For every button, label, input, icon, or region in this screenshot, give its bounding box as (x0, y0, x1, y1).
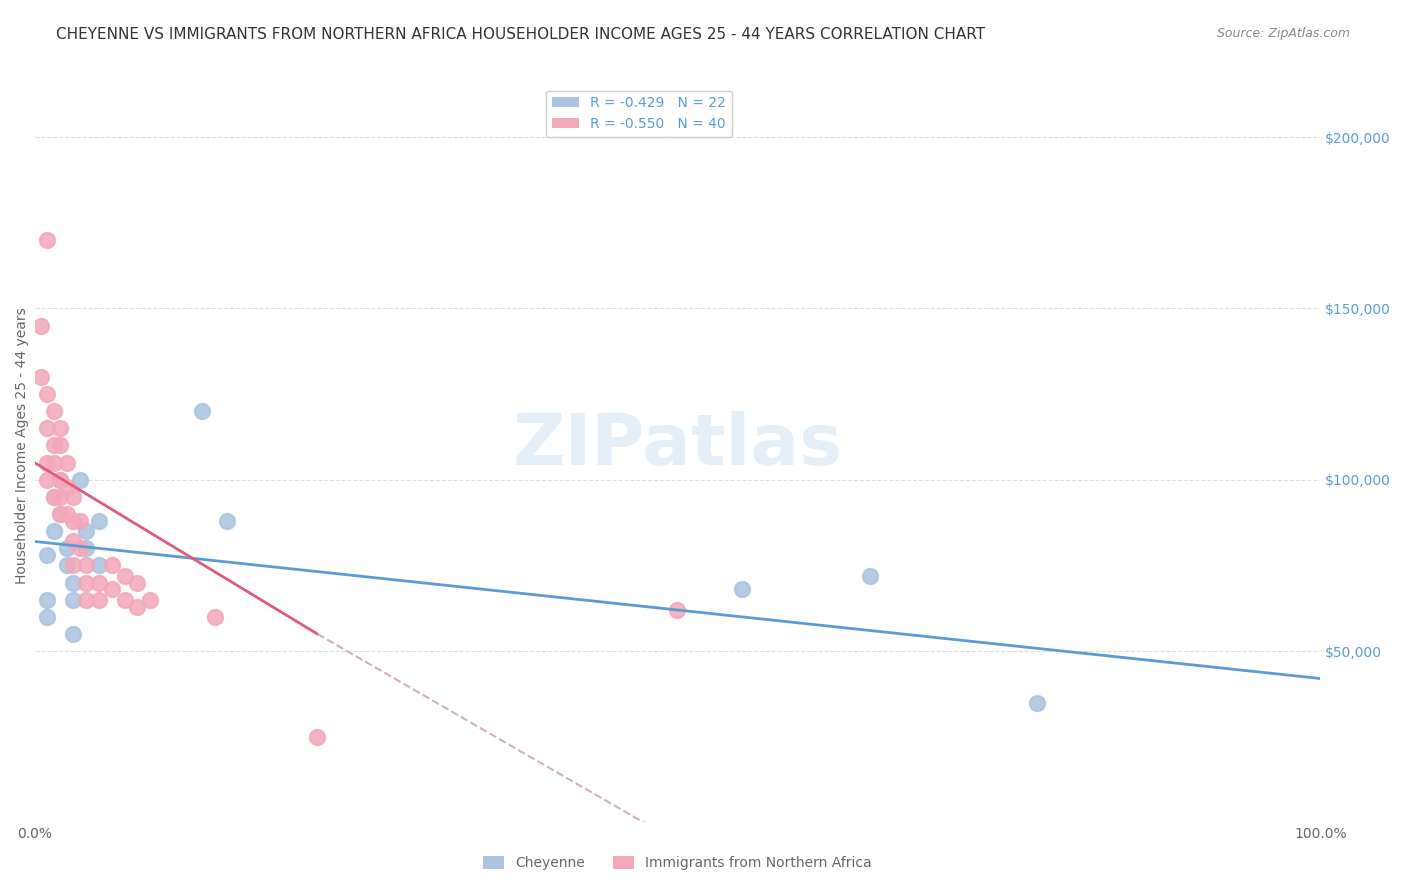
Point (55, 456, 77, 470)
Point (49, 490, 72, 504)
Point (69, 541, 91, 556)
Point (75, 558, 97, 573)
Point (139, 592, 162, 607)
Point (49, 473, 72, 487)
Point (127, 575, 149, 590)
Point (62, 514, 84, 528)
Point (55, 507, 77, 521)
Text: Source: ZipAtlas.com: Source: ZipAtlas.com (1216, 27, 1350, 40)
Point (75, 541, 97, 556)
Point (100, 582, 122, 597)
Point (1026, 696, 1049, 710)
Point (42, 438, 65, 452)
Point (100, 558, 122, 573)
Point (37, 456, 59, 470)
Point (75, 575, 97, 590)
Point (190, 404, 212, 418)
Point (69, 514, 91, 528)
Text: ZIPatlas: ZIPatlas (512, 411, 842, 480)
Point (30, 318, 52, 333)
Point (307, 730, 329, 744)
Point (55, 558, 77, 573)
Point (69, 473, 91, 487)
Point (75, 524, 97, 538)
Point (62, 627, 84, 641)
Point (217, 514, 239, 528)
Point (49, 473, 72, 487)
Point (37, 421, 59, 435)
Point (62, 592, 84, 607)
Point (204, 610, 226, 624)
Point (87, 514, 110, 528)
Point (42, 524, 65, 538)
Point (30, 370, 52, 384)
Point (75, 592, 97, 607)
Point (42, 490, 65, 504)
Point (87, 592, 110, 607)
Point (55, 480, 77, 494)
Point (37, 473, 59, 487)
Point (49, 421, 72, 435)
Point (37, 592, 59, 607)
Text: CHEYENNE VS IMMIGRANTS FROM NORTHERN AFRICA HOUSEHOLDER INCOME AGES 25 - 44 YEAR: CHEYENNE VS IMMIGRANTS FROM NORTHERN AFR… (56, 27, 986, 42)
Point (87, 558, 110, 573)
Legend: R = -0.429   N = 22, R = -0.550   N = 40: R = -0.429 N = 22, R = -0.550 N = 40 (546, 91, 731, 136)
Point (114, 592, 136, 607)
Point (42, 456, 65, 470)
Point (49, 438, 72, 452)
Y-axis label: Householder Income Ages 25 - 44 years: Householder Income Ages 25 - 44 years (15, 307, 30, 584)
Point (859, 568, 882, 582)
Point (42, 490, 65, 504)
Point (62, 534, 84, 549)
Point (37, 387, 59, 401)
Point (37, 610, 59, 624)
Point (62, 490, 84, 504)
Point (37, 233, 59, 247)
Point (127, 599, 149, 614)
Point (49, 507, 72, 521)
Point (114, 568, 136, 582)
Point (42, 404, 65, 418)
Point (62, 558, 84, 573)
Point (87, 575, 110, 590)
Point (731, 582, 754, 597)
Point (666, 603, 689, 617)
Point (62, 575, 84, 590)
Point (55, 541, 77, 556)
Point (37, 548, 59, 562)
Point (49, 507, 72, 521)
